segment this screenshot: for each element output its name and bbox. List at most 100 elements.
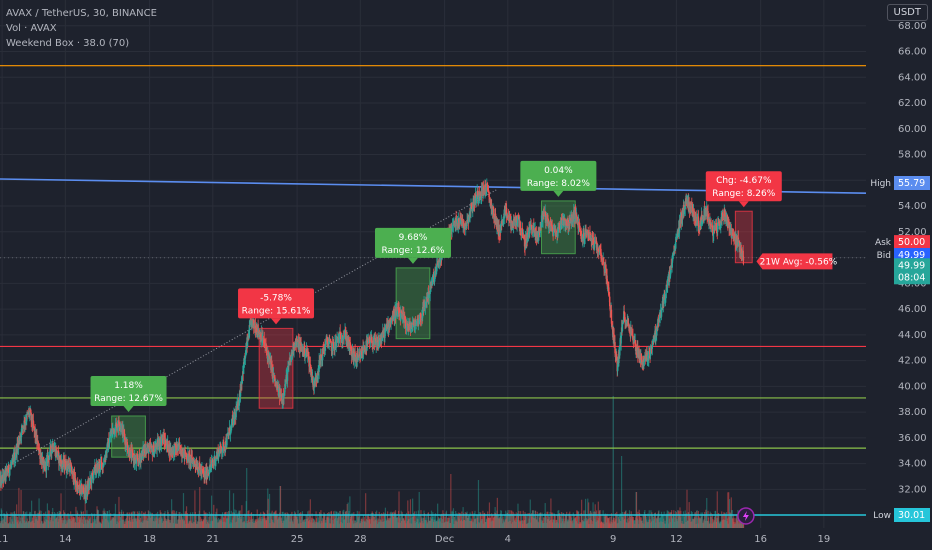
candle-body xyxy=(712,234,715,236)
volume-bar xyxy=(570,515,572,528)
volume-bar xyxy=(6,514,8,528)
candle-body xyxy=(492,206,495,209)
volume-bar xyxy=(113,513,115,528)
volume-bar xyxy=(311,522,314,528)
candle-body xyxy=(201,468,203,474)
candle-body xyxy=(194,464,197,466)
volume-bar xyxy=(452,508,455,528)
volume-bar xyxy=(198,510,200,528)
volume-bar xyxy=(317,515,319,528)
candle-body xyxy=(56,456,59,458)
volume-bar xyxy=(254,522,256,528)
candle-body xyxy=(440,255,442,263)
candle-body xyxy=(81,488,84,493)
candle-body xyxy=(624,317,626,324)
volume-bar xyxy=(383,514,386,528)
volume-bar xyxy=(279,486,281,528)
candle-body xyxy=(47,455,49,464)
volume-bar xyxy=(47,516,49,528)
volume-bar xyxy=(560,512,563,528)
volume-bar xyxy=(429,520,431,528)
volume-bar xyxy=(285,514,287,528)
volume-bar xyxy=(338,523,340,528)
volume-bar xyxy=(705,509,707,528)
volume-bar xyxy=(725,512,728,528)
candle-body xyxy=(11,459,13,464)
volume-bar xyxy=(706,497,708,528)
volume-bar xyxy=(371,511,373,528)
volume-bar xyxy=(606,513,608,528)
volume-bar xyxy=(239,510,241,528)
candle-body xyxy=(530,226,533,230)
volume-bar xyxy=(65,523,67,528)
volume-bar xyxy=(133,511,135,528)
volume-bar xyxy=(593,511,595,528)
volume-bar xyxy=(698,518,700,528)
candle-body xyxy=(8,465,10,473)
volume-bar xyxy=(694,512,696,528)
volume-bar xyxy=(14,515,16,528)
volume-bar xyxy=(702,523,704,528)
volume-bar xyxy=(445,512,447,528)
candle-body xyxy=(608,287,610,296)
candle-body xyxy=(463,223,465,228)
candle-body xyxy=(457,219,459,226)
volume-bar xyxy=(359,523,361,528)
candle-body xyxy=(508,218,510,221)
volume-bar xyxy=(259,517,261,528)
candle-body xyxy=(178,443,180,445)
volume-bar xyxy=(125,517,128,528)
candle-body xyxy=(596,244,599,251)
volume-bar xyxy=(2,518,4,528)
volume-bar xyxy=(396,517,398,528)
volume-bar xyxy=(333,519,336,528)
volume-bar xyxy=(619,513,621,528)
volume-bar xyxy=(264,519,267,528)
candle-body xyxy=(395,310,397,319)
candle-body xyxy=(46,458,48,460)
volume-bar xyxy=(502,523,504,528)
volume-bar xyxy=(543,522,545,528)
candle-body xyxy=(360,351,362,359)
candle-body xyxy=(250,317,252,321)
volume-bar xyxy=(61,517,63,528)
volume-bar xyxy=(493,516,495,528)
volume-bar xyxy=(197,521,199,528)
volume-bar xyxy=(412,498,414,528)
candle-body xyxy=(320,355,323,361)
volume-bar xyxy=(331,515,333,528)
volume-bar xyxy=(33,514,35,528)
candle-body xyxy=(198,469,200,472)
volume-bar xyxy=(39,523,41,528)
volume-bar xyxy=(329,523,332,528)
volume-bar xyxy=(13,523,15,528)
volume-bar xyxy=(246,523,249,528)
volume-bar xyxy=(201,520,203,528)
volume-bar xyxy=(1,510,3,528)
candle-body xyxy=(315,377,317,380)
candle-body xyxy=(161,437,163,440)
candle-body xyxy=(551,222,553,227)
volume-bar xyxy=(258,520,260,528)
candle-body xyxy=(120,425,123,430)
volume-bar xyxy=(406,516,408,528)
volume-bar xyxy=(307,511,309,528)
volume-bar xyxy=(157,523,160,528)
volume-bar xyxy=(507,521,509,528)
volume-bar xyxy=(300,512,302,528)
volume-bar xyxy=(570,517,573,528)
volume-bar xyxy=(684,513,686,528)
candle-body xyxy=(699,220,702,227)
volume-bar xyxy=(325,522,327,528)
volume-bar xyxy=(216,508,218,528)
volume-bar xyxy=(710,512,712,528)
volume-bar xyxy=(660,516,662,528)
candle-body xyxy=(585,231,588,235)
volume-bar xyxy=(17,523,20,528)
candle-body xyxy=(397,311,399,316)
candle-body xyxy=(485,189,488,194)
volume-bar xyxy=(402,518,405,528)
volume-bar xyxy=(171,511,173,528)
volume-bar xyxy=(678,511,680,528)
